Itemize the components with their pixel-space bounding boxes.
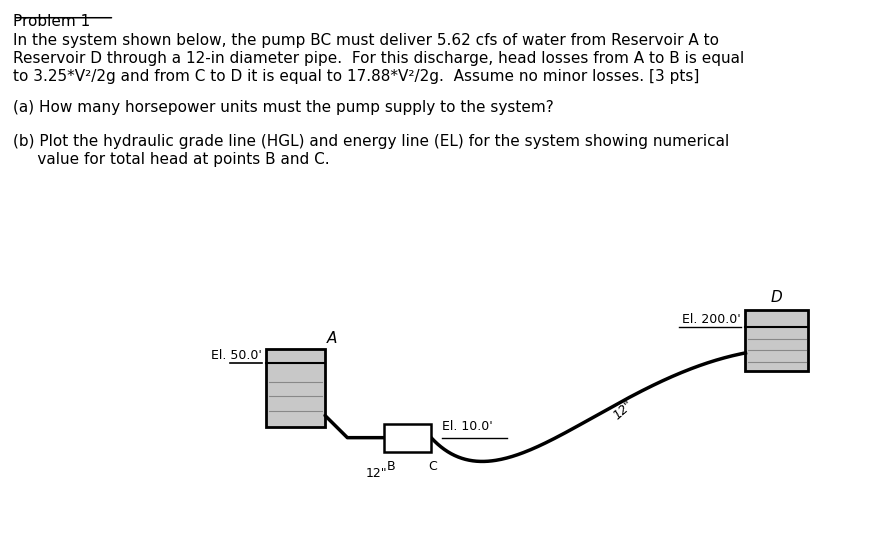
Text: In the system shown below, the pump BC must deliver 5.62 cfs of water from Reser: In the system shown below, the pump BC m… (13, 33, 720, 48)
Bar (266, 349, 325, 427)
Bar (384, 424, 431, 452)
Text: El. 50.0': El. 50.0' (211, 349, 262, 362)
Text: value for total head at points B and C.: value for total head at points B and C. (13, 152, 330, 167)
Text: (b) Plot the hydraulic grade line (HGL) and energy line (EL) for the system show: (b) Plot the hydraulic grade line (HGL) … (13, 134, 730, 149)
Text: Reservoir D through a 12-in diameter pipe.  For this discharge, head losses from: Reservoir D through a 12-in diameter pip… (13, 51, 745, 66)
Text: (a) How many horsepower units must the pump supply to the system?: (a) How many horsepower units must the p… (13, 100, 555, 115)
Text: Problem 1: Problem 1 (13, 14, 91, 29)
Text: to 3.25*V²/2g and from C to D it is equal to 17.88*V²/2g.  Assume no minor losse: to 3.25*V²/2g and from C to D it is equa… (13, 69, 700, 84)
Text: C: C (429, 460, 438, 473)
Text: 12": 12" (611, 398, 636, 422)
Bar (746, 310, 808, 371)
Text: El. 200.0': El. 200.0' (682, 313, 741, 326)
Text: A: A (327, 331, 338, 346)
Text: El. 10.0': El. 10.0' (442, 420, 493, 433)
Text: D: D (771, 290, 783, 305)
Text: B: B (387, 460, 396, 473)
Text: 12": 12" (366, 467, 388, 480)
